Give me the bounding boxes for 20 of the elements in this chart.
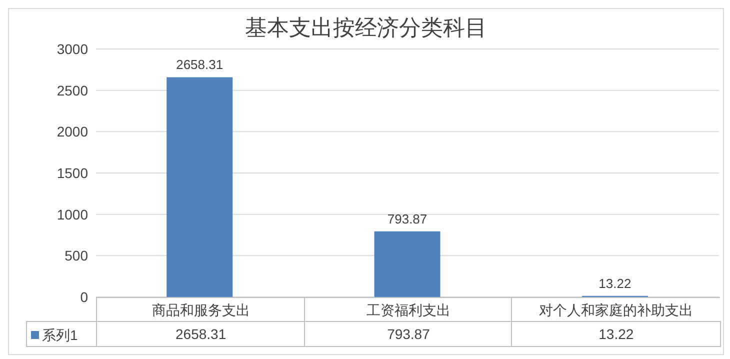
data-label: 13.22 <box>511 321 721 347</box>
y-tick-label: 500 <box>64 248 88 264</box>
annotation: 2658.31 <box>176 57 224 72</box>
x-tick-label: 工资福利支出 <box>304 297 512 322</box>
y-tick-label: 2000 <box>56 124 88 140</box>
legend-label: 系列1 <box>42 326 78 345</box>
bar <box>374 231 440 297</box>
y-tick-label: 3000 <box>56 40 88 57</box>
x-tick-label: 对个人和家庭的补助支出 <box>511 297 720 322</box>
y-tick-label: 2500 <box>56 82 88 98</box>
y-tick-label: 1000 <box>56 206 88 222</box>
annotation: 793.87 <box>387 211 428 226</box>
chart-title: 基本支出按经济分类科目 <box>245 15 487 40</box>
annotation: 13.22 <box>598 276 632 291</box>
y-tick-label: 0 <box>80 288 88 305</box>
y-tick-label: 1500 <box>56 164 88 181</box>
x-tick-label: 商品和服务支出 <box>96 297 305 322</box>
data-label: 793.87 <box>304 321 512 347</box>
bar <box>166 77 233 297</box>
data-label: 2658.31 <box>96 321 305 347</box>
